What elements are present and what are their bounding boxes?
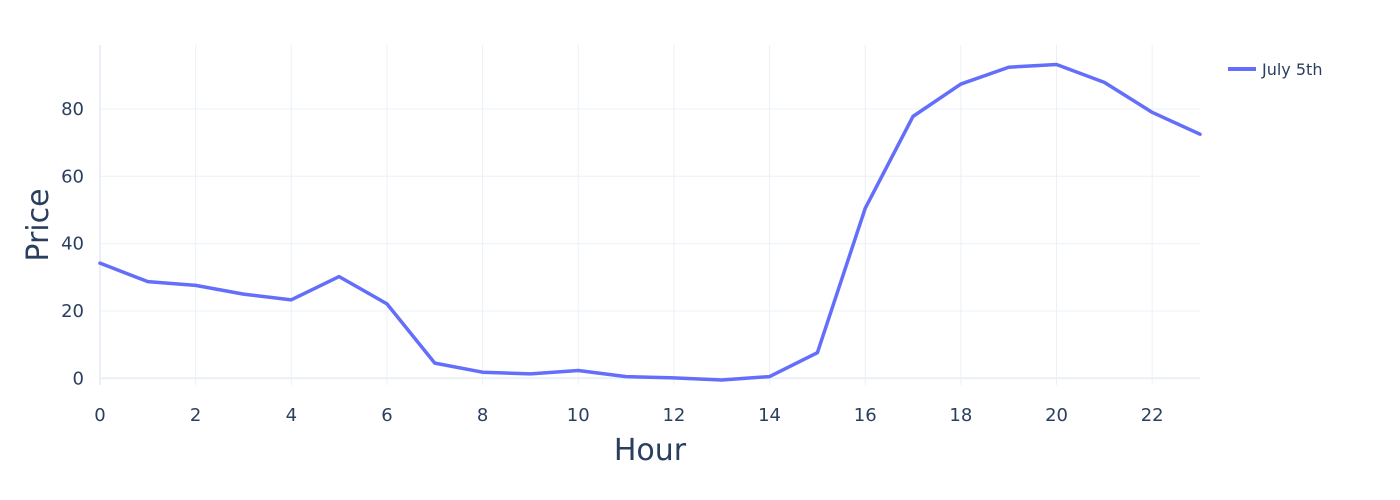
grid	[100, 45, 1200, 385]
y-tick-label: 60	[61, 166, 84, 187]
series-line	[98, 62, 1202, 382]
legend-label[interactable]: July 5th	[1261, 60, 1322, 79]
y-axis-title: Price	[21, 188, 56, 261]
x-tick-label: 8	[477, 405, 488, 426]
x-tick-label: 20	[1045, 405, 1068, 426]
x-tick-label: 2	[190, 405, 201, 426]
x-axis-title: Hour	[614, 433, 687, 468]
x-tick-label: 16	[854, 405, 877, 426]
legend[interactable]: July 5th	[1228, 60, 1322, 79]
x-axis-ticks: 0 2 4 6 8 10 12 14 16 18 20 22	[94, 405, 1163, 426]
x-tick-label: 14	[758, 405, 781, 426]
x-tick-label: 0	[94, 405, 105, 426]
x-tick-label: 4	[286, 405, 297, 426]
y-tick-label: 40	[61, 234, 84, 255]
x-tick-label: 22	[1141, 405, 1164, 426]
x-tick-label: 6	[381, 405, 392, 426]
y-tick-label: 0	[73, 368, 84, 389]
x-tick-label: 18	[949, 405, 972, 426]
x-tick-label: 10	[567, 405, 590, 426]
x-tick-label: 12	[662, 405, 685, 426]
series-layer	[98, 62, 1202, 382]
y-tick-label: 20	[61, 301, 84, 322]
plot-background	[100, 45, 1200, 385]
y-axis-ticks: 0 20 40 60 80	[61, 99, 84, 389]
y-tick-label: 80	[61, 99, 84, 120]
